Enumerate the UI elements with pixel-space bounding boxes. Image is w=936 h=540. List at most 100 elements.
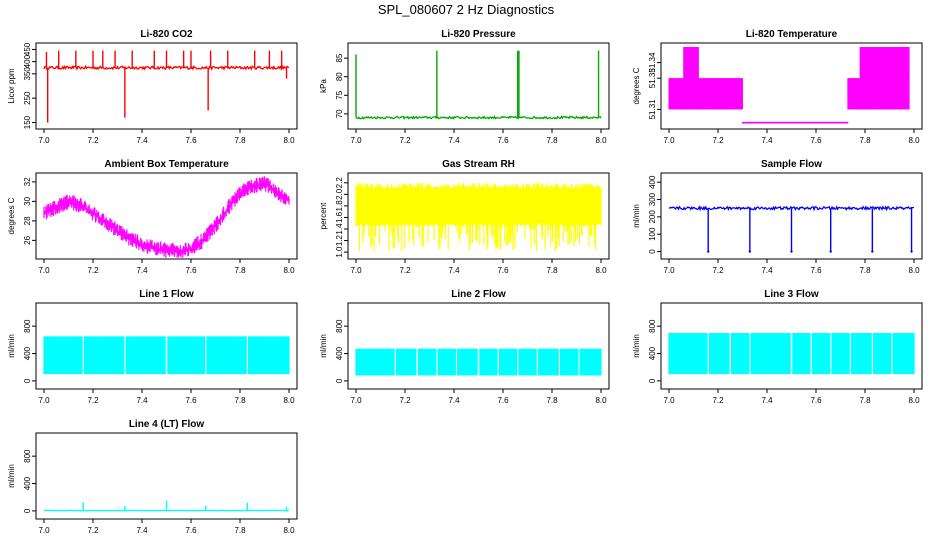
x-tick-label: 8.0	[595, 136, 607, 145]
y-tick-label: 800	[648, 319, 657, 333]
figure-title: SPL_080607 2 Hz Diagnostics	[378, 2, 555, 17]
y-tick-label: 0	[648, 249, 657, 254]
x-tick-label: 8.0	[908, 266, 920, 275]
x-tick-label: 7.6	[497, 396, 509, 405]
plot-frame	[347, 172, 610, 260]
series-line	[668, 205, 915, 212]
chart-panel: Line 1 Flow 7.0 7.2 7.4 7.6 7.8 8.0 0 400 800 ml/m…	[7, 289, 298, 405]
y-axis-label: Licor ppm	[7, 68, 16, 103]
x-tick-label: 7.0	[38, 526, 50, 535]
y-tick-label: 51.33	[648, 68, 657, 89]
y-tick-label: 2.2	[335, 177, 344, 189]
y-tick-label: 250	[23, 91, 32, 105]
y-tick-label: 800	[23, 449, 32, 463]
panel-title: Li-820 Temperature	[746, 29, 838, 40]
y-tick-label: 200	[648, 210, 657, 224]
plot-frame	[347, 302, 610, 390]
x-tick-label: 7.4	[761, 136, 773, 145]
chart-panel: Li-820 CO2 7.0 7.2 7.4 7.6 7.8 8.0 150 250 350400…	[7, 29, 298, 145]
x-tick-label: 7.8	[234, 266, 246, 275]
panel-title: Li-820 CO2	[140, 29, 193, 40]
x-tick-label: 8.0	[595, 266, 607, 275]
plot-frame	[35, 302, 298, 390]
x-tick-label: 7.4	[448, 266, 460, 275]
x-tick-label: 7.4	[136, 396, 148, 405]
chart-panel: Line 4 (LT) Flow 7.0 7.2 7.4 7.6 7.8 8.0 0 400 80…	[7, 419, 298, 535]
y-tick-label: 51.34	[648, 52, 657, 73]
y-tick-label: 75	[335, 90, 344, 99]
y-tick-label: 300	[648, 192, 657, 206]
chart-panel: Gas Stream RH 7.0 7.2 7.4 7.6 7.8 8.0 1.01.21.4…	[319, 159, 610, 275]
y-tick-label: 51.31	[648, 99, 657, 120]
x-tick-label: 7.2	[712, 266, 724, 275]
x-tick-label: 7.2	[87, 136, 99, 145]
data-point	[790, 250, 793, 253]
x-tick-label: 8.0	[283, 266, 295, 275]
panel-title: Line 3 Flow	[764, 289, 819, 300]
y-tick-label: 1.8	[335, 200, 344, 212]
y-tick-label: 800	[335, 319, 344, 333]
x-tick-label: 7.8	[234, 136, 246, 145]
y-tick-label: 400	[335, 346, 344, 360]
panel-title: Ambient Box Temperature	[104, 159, 229, 170]
panel-title: Gas Stream RH	[442, 159, 515, 170]
chart-panel: Li-820 Pressure 7.0 7.2 7.4 7.6 7.8 8.0 70 75 80 8…	[319, 29, 610, 145]
y-tick-label: 400	[23, 346, 32, 360]
x-tick-label: 7.2	[399, 266, 411, 275]
series-line	[355, 115, 602, 120]
x-tick-label: 7.8	[546, 396, 558, 405]
x-tick-label: 7.6	[185, 396, 197, 405]
x-tick-label: 7.4	[448, 396, 460, 405]
y-tick-label: 0	[648, 378, 657, 383]
y-tick-label: 400	[648, 175, 657, 189]
x-tick-label: 8.0	[595, 396, 607, 405]
x-tick-label: 7.0	[38, 136, 50, 145]
x-tick-label: 7.0	[38, 266, 50, 275]
x-tick-label: 7.8	[234, 526, 246, 535]
y-tick-label: 0	[23, 378, 32, 383]
x-tick-label: 7.2	[399, 396, 411, 405]
y-tick-label: 800	[23, 319, 32, 333]
x-tick-label: 7.0	[350, 136, 362, 145]
chart-panel: Ambient Box Temperature 7.0 7.2 7.4 7.6 7.8 8.…	[7, 159, 298, 275]
data-point	[871, 250, 874, 253]
chart-panel: Li-820 Temperature 7.0 7.2 7.4 7.6 7.8 8.0 51.3…	[632, 29, 923, 145]
y-tick-label: 70	[335, 109, 344, 118]
x-tick-label: 7.2	[712, 136, 724, 145]
x-tick-label: 7.6	[497, 136, 509, 145]
y-axis-label: degrees C	[632, 67, 641, 104]
y-tick-label: 450	[23, 42, 32, 56]
x-tick-label: 7.2	[87, 396, 99, 405]
y-axis-label: ml/min	[319, 334, 328, 358]
panel-title: Line 1 Flow	[139, 289, 194, 300]
y-tick-label: 1.2	[335, 234, 344, 246]
y-tick-label: 400	[23, 476, 32, 490]
x-tick-label: 7.4	[448, 136, 460, 145]
y-axis-label: degrees C	[7, 197, 16, 234]
x-tick-label: 7.4	[136, 526, 148, 535]
y-tick-label: 2.0	[335, 188, 344, 200]
x-tick-label: 7.8	[859, 136, 871, 145]
panel-title: Line 2 Flow	[451, 289, 506, 300]
x-tick-label: 7.0	[663, 266, 675, 275]
y-tick-label: 85	[335, 53, 344, 62]
y-tick-label: 1.0	[335, 246, 344, 258]
plot-frame	[660, 172, 923, 260]
panel-title: Li-820 Pressure	[441, 29, 516, 40]
x-tick-label: 7.8	[859, 396, 871, 405]
x-tick-label: 7.0	[350, 266, 362, 275]
y-axis-label: ml/min	[7, 464, 16, 488]
chart-panel: Sample Flow 7.0 7.2 7.4 7.6 7.8 8.0 0 100 200 300 4…	[632, 159, 923, 275]
y-tick-label: 150	[23, 115, 32, 129]
data-point	[707, 250, 710, 253]
y-tick-label: 400	[648, 346, 657, 360]
x-tick-label: 7.0	[350, 396, 362, 405]
x-tick-label: 7.2	[399, 136, 411, 145]
chart-panel: Line 3 Flow 7.0 7.2 7.4 7.6 7.8 8.0 0 400 800 ml/m…	[632, 289, 923, 405]
y-tick-label: 100	[648, 227, 657, 241]
x-tick-label: 7.8	[859, 266, 871, 275]
x-tick-label: 7.6	[810, 266, 822, 275]
x-tick-label: 7.6	[185, 266, 197, 275]
plot-frame	[660, 302, 923, 390]
